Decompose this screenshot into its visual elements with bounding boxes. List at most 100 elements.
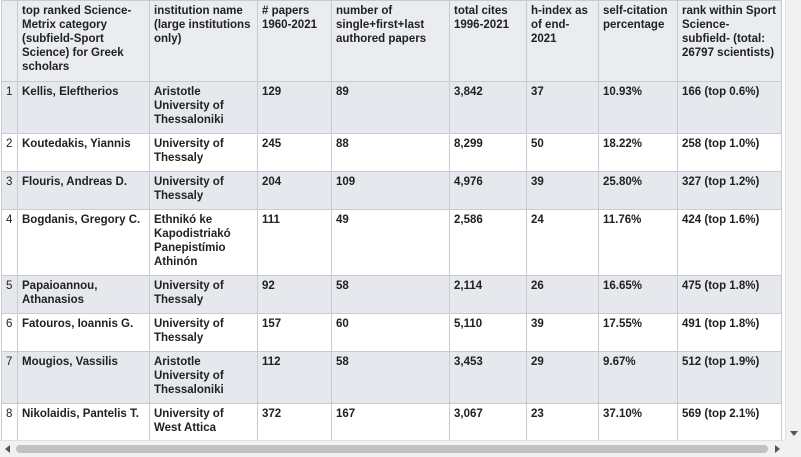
h-index: 50 xyxy=(526,133,599,172)
scrollbar-corner xyxy=(785,440,801,457)
table-row: 4 Bogdanis, Gregory C. Ethnikó ke Kapodi… xyxy=(1,209,782,276)
rank: 258 (top 1.0%) xyxy=(677,133,782,172)
authored-papers-count: 58 xyxy=(331,275,450,314)
header-institution: institution name (large institutions onl… xyxy=(149,0,258,82)
header-self-citation: self-citation percentage xyxy=(598,0,678,82)
authored-papers-count: 89 xyxy=(331,81,450,134)
h-index: 26 xyxy=(526,275,599,314)
rank: 569 (top 2.1%) xyxy=(677,403,782,440)
table-row: 2 Koutedakis, Yiannis University of Thes… xyxy=(1,133,782,172)
total-cites: 5,110 xyxy=(449,313,527,352)
institution-name: Aristotle University of Thessaloniki xyxy=(149,351,258,404)
horizontal-scroll-thumb[interactable] xyxy=(16,445,768,453)
rank: 327 (top 1.2%) xyxy=(677,171,782,210)
h-index: 24 xyxy=(526,209,599,276)
table-row: 5 Papaioannou, Athanasios University of … xyxy=(1,275,782,314)
scroll-down-arrow-icon[interactable] xyxy=(790,431,798,436)
papers-count: 372 xyxy=(257,403,332,440)
total-cites: 3,453 xyxy=(449,351,527,404)
papers-count: 111 xyxy=(257,209,332,276)
authored-papers-count: 167 xyxy=(331,403,450,440)
row-index: 7 xyxy=(1,351,18,404)
authored-papers-count: 109 xyxy=(331,171,450,210)
header-h-index: h-index as of end-2021 xyxy=(526,0,599,82)
self-citation: 16.65% xyxy=(598,275,678,314)
institution-name: University of Thessaly xyxy=(149,275,258,314)
header-row: top ranked Science-Metrix category (subf… xyxy=(1,0,782,82)
row-index: 1 xyxy=(1,81,18,134)
self-citation: 9.67% xyxy=(598,351,678,404)
h-index: 39 xyxy=(526,313,599,352)
scholar-name: Fatouros, Ioannis G. xyxy=(17,313,150,352)
total-cites: 8,299 xyxy=(449,133,527,172)
h-index: 23 xyxy=(526,403,599,440)
authored-papers-count: 58 xyxy=(331,351,450,404)
papers-count: 157 xyxy=(257,313,332,352)
total-cites: 3,842 xyxy=(449,81,527,134)
h-index: 39 xyxy=(526,171,599,210)
papers-count: 112 xyxy=(257,351,332,404)
row-index: 2 xyxy=(1,133,18,172)
row-index: 3 xyxy=(1,171,18,210)
h-index: 37 xyxy=(526,81,599,134)
authored-papers-count: 49 xyxy=(331,209,450,276)
institution-name: University of Thessaly xyxy=(149,313,258,352)
scholars-table: top ranked Science-Metrix category (subf… xyxy=(1,0,782,440)
table-row: 6 Fatouros, Ioannis G. University of The… xyxy=(1,313,782,352)
total-cites: 2,586 xyxy=(449,209,527,276)
row-index: 8 xyxy=(1,403,18,440)
scholar-name: Mougios, Vassilis xyxy=(17,351,150,404)
scholar-name: Flouris, Andreas D. xyxy=(17,171,150,210)
papers-count: 129 xyxy=(257,81,332,134)
table-row: 7 Mougios, Vassilis Aristotle University… xyxy=(1,351,782,404)
vertical-scrollbar[interactable] xyxy=(785,0,801,440)
header-category: top ranked Science-Metrix category (subf… xyxy=(17,0,150,82)
rank: 424 (top 1.6%) xyxy=(677,209,782,276)
authored-papers-count: 88 xyxy=(331,133,450,172)
self-citation: 18.22% xyxy=(598,133,678,172)
papers-count: 204 xyxy=(257,171,332,210)
table-row: 3 Flouris, Andreas D. University of Thes… xyxy=(1,171,782,210)
rank: 512 (top 1.9%) xyxy=(677,351,782,404)
header-index xyxy=(1,0,18,82)
table-container: top ranked Science-Metrix category (subf… xyxy=(1,0,785,440)
authored-papers-count: 60 xyxy=(331,313,450,352)
total-cites: 4,976 xyxy=(449,171,527,210)
row-index: 4 xyxy=(1,209,18,276)
self-citation: 37.10% xyxy=(598,403,678,440)
horizontal-scrollbar[interactable] xyxy=(0,440,785,457)
header-total-cites: total cites 1996-2021 xyxy=(449,0,527,82)
table-row: 1 Kellis, Eleftherios Aristotle Universi… xyxy=(1,81,782,134)
institution-name: Aristotle University of Thessaloniki xyxy=(149,81,258,134)
self-citation: 17.55% xyxy=(598,313,678,352)
rank: 491 (top 1.8%) xyxy=(677,313,782,352)
header-rank: rank within Sport Science-subfield- (tot… xyxy=(677,0,782,82)
self-citation: 10.93% xyxy=(598,81,678,134)
scholar-name: Bogdanis, Gregory C. xyxy=(17,209,150,276)
scroll-left-arrow-icon[interactable] xyxy=(5,445,10,453)
institution-name: University of West Attica xyxy=(149,403,258,440)
scholar-name: Nikolaidis, Pantelis T. xyxy=(17,403,150,440)
institution-name: University of Thessaly xyxy=(149,133,258,172)
total-cites: 2,114 xyxy=(449,275,527,314)
table-row: 8 Nikolaidis, Pantelis T. University of … xyxy=(1,403,782,440)
rank: 166 (top 0.6%) xyxy=(677,81,782,134)
self-citation: 25.80% xyxy=(598,171,678,210)
papers-count: 245 xyxy=(257,133,332,172)
scholar-name: Papaioannou, Athanasios xyxy=(17,275,150,314)
self-citation: 11.76% xyxy=(598,209,678,276)
row-index: 5 xyxy=(1,275,18,314)
h-index: 29 xyxy=(526,351,599,404)
row-index: 6 xyxy=(1,313,18,352)
header-papers: # papers 1960-2021 xyxy=(257,0,332,82)
header-authored-papers: number of single+first+last authored pap… xyxy=(331,0,450,82)
rank: 475 (top 1.8%) xyxy=(677,275,782,314)
institution-name: University of Thessaly xyxy=(149,171,258,210)
papers-count: 92 xyxy=(257,275,332,314)
scholar-name: Kellis, Eleftherios xyxy=(17,81,150,134)
scroll-right-arrow-icon[interactable] xyxy=(775,445,780,453)
total-cites: 3,067 xyxy=(449,403,527,440)
institution-name: Ethnikó ke Kapodistriakó Panepistímio At… xyxy=(149,209,258,276)
scholar-name: Koutedakis, Yiannis xyxy=(17,133,150,172)
